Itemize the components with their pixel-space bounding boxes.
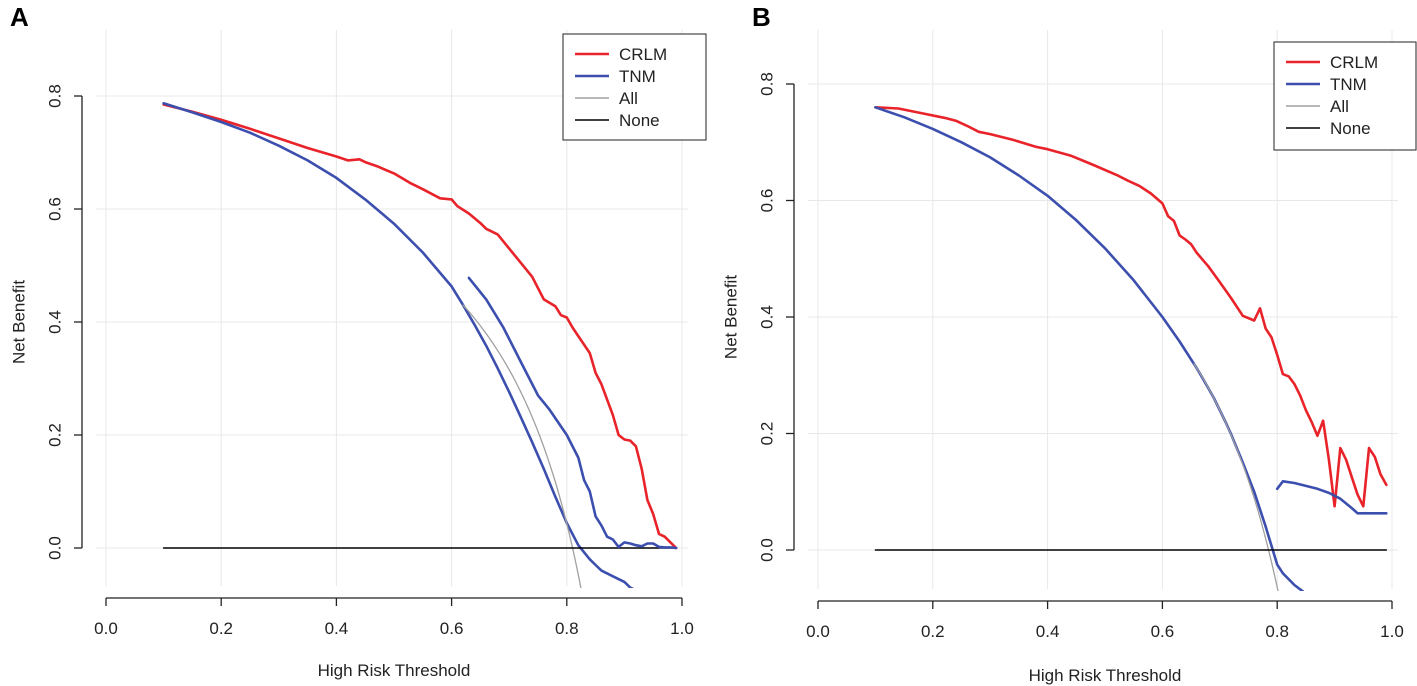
legend-label: None — [619, 111, 660, 130]
series-line-tnm — [162, 102, 635, 588]
series-line-all — [462, 304, 582, 588]
x-tick-label: 0.2 — [921, 622, 945, 641]
x-tick-label: 1.0 — [1380, 622, 1404, 641]
legend-label: TNM — [619, 67, 656, 86]
x-axis-title: High Risk Threshold — [1029, 666, 1182, 685]
y-axis: 0.0 0.2 0.4 0.6 0.8 Net Benefit — [9, 84, 83, 560]
x-tick-label: 0.8 — [555, 619, 579, 638]
y-tick-label: 0.2 — [45, 423, 64, 447]
x-tick-label: 0.2 — [209, 619, 233, 638]
series-line-tnm-tail — [467, 276, 678, 550]
y-tick-label: 0.0 — [757, 538, 776, 562]
series-group — [874, 106, 1388, 591]
x-tick-label: 0.6 — [440, 619, 464, 638]
x-tick-label: 0.4 — [325, 619, 349, 638]
panel-label: B — [752, 2, 771, 32]
legend-label: All — [619, 89, 638, 108]
series-group — [162, 102, 678, 588]
y-tick-label: 0.4 — [45, 310, 64, 334]
x-axis: 0.0 0.2 0.4 0.6 0.8 1.0 High Risk Threshold — [806, 600, 1404, 685]
x-axis-title: High Risk Threshold — [318, 661, 471, 680]
y-axis-title: Net Benefit — [9, 280, 28, 364]
series-line-all — [1193, 363, 1279, 591]
y-tick-label: 0.6 — [757, 189, 776, 213]
legend-label: None — [1330, 119, 1371, 138]
x-tick-label: 0.4 — [1036, 622, 1060, 641]
legend: CRLM TNM All None — [562, 33, 707, 141]
legend: CRLM TNM All None — [1273, 41, 1417, 151]
x-tick-label: 0.0 — [94, 619, 118, 638]
legend-box — [1273, 41, 1417, 151]
y-tick-label: 0.6 — [45, 197, 64, 221]
y-tick-label: 0.8 — [757, 72, 776, 96]
series-line-crlm — [874, 106, 1388, 508]
y-tick-label: 0.4 — [757, 305, 776, 329]
x-tick-label: 0.6 — [1151, 622, 1175, 641]
y-axis: 0.0 0.2 0.4 0.6 0.8 Net Benefit — [721, 72, 795, 562]
legend-box — [562, 33, 707, 141]
y-tick-label: 0.2 — [757, 422, 776, 446]
x-tick-label: 0.0 — [806, 622, 830, 641]
x-tick-label: 1.0 — [670, 619, 694, 638]
series-line-tnm-tail — [1275, 480, 1388, 515]
panel-label: A — [10, 2, 29, 32]
y-tick-label: 0.8 — [45, 84, 64, 108]
y-tick-label: 0.0 — [45, 536, 64, 560]
legend-label: CRLM — [1330, 53, 1378, 72]
legend-label: TNM — [1330, 75, 1367, 94]
x-tick-label: 0.8 — [1265, 622, 1289, 641]
legend-label: CRLM — [619, 45, 667, 64]
y-axis-title: Net Benefit — [721, 275, 740, 359]
legend-label: All — [1330, 97, 1349, 116]
x-axis: 0.0 0.2 0.4 0.6 0.8 1.0 High Risk Threshold — [94, 597, 694, 680]
series-line-crlm — [162, 103, 678, 550]
